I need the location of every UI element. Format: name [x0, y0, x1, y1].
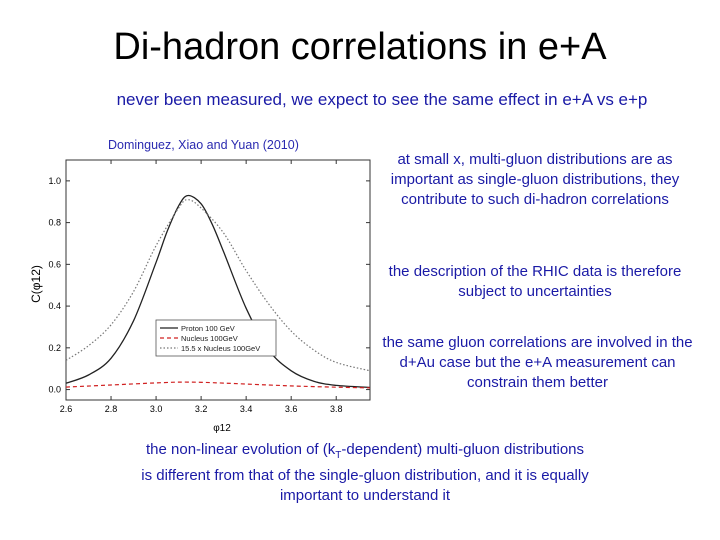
x-tick-label: 2.8	[105, 404, 118, 414]
series-lines	[65, 194, 371, 389]
x-tick-label: 3.8	[330, 404, 343, 414]
x-tick-label: 3.4	[240, 404, 253, 414]
series-line-1	[65, 381, 371, 389]
x-tick-label: 3.2	[195, 404, 208, 414]
x-tick-label: 3.0	[150, 404, 163, 414]
legend-label: Nucleus 100GeV	[181, 334, 238, 343]
note4-part1: the non-linear evolution of (k	[145, 441, 336, 458]
legend-label: Proton 100 GeV	[181, 324, 235, 333]
plot-frame	[65, 159, 371, 401]
x-tick-label: 2.6	[60, 404, 73, 414]
y-tick-label: 0.2	[48, 343, 61, 353]
x-axis-label: φ12	[213, 423, 231, 434]
y-tick-label: 0.4	[48, 301, 61, 311]
slide-subtitle: never been measured, we expect to see th…	[116, 90, 648, 109]
y-axis-label: C(φ12)	[29, 265, 43, 303]
y-tick-label: 0.0	[48, 385, 61, 395]
series-line-2	[65, 199, 371, 372]
y-tick-label: 0.6	[48, 259, 61, 269]
note-multi-gluon: at small x, multi-gluon distributions ar…	[390, 151, 680, 208]
note4-part2: -dependent) multi-gluon distributions is…	[141, 441, 589, 504]
plot-border	[65, 159, 371, 401]
note-nonlinear-evolution: the non-linear evolution of (kT-dependen…	[140, 440, 590, 506]
axis-ticks: 2.6 2.8 3.0 3.2 3.4 3.6 3.8 0.0 0.2 0.4 0.6 0.8 1.0	[48, 160, 370, 414]
note-rhic-uncertainties: the description of the RHIC data is ther…	[388, 263, 682, 300]
series-line-0	[65, 194, 371, 389]
y-tick-label: 0.8	[48, 218, 61, 228]
citation: Dominguez, Xiao and Yuan (2010)	[108, 138, 299, 152]
y-tick-label: 1.0	[48, 176, 61, 186]
note-gluon-correlations: the same gluon correlations are involved…	[382, 334, 693, 391]
x-tick-label: 3.6	[285, 404, 298, 414]
note4-subscript: T	[335, 450, 342, 461]
slide-title: Di-hadron correlations in e+A	[113, 26, 607, 68]
legend-label: 15.5 x Nucleus 100GeV	[181, 344, 260, 353]
